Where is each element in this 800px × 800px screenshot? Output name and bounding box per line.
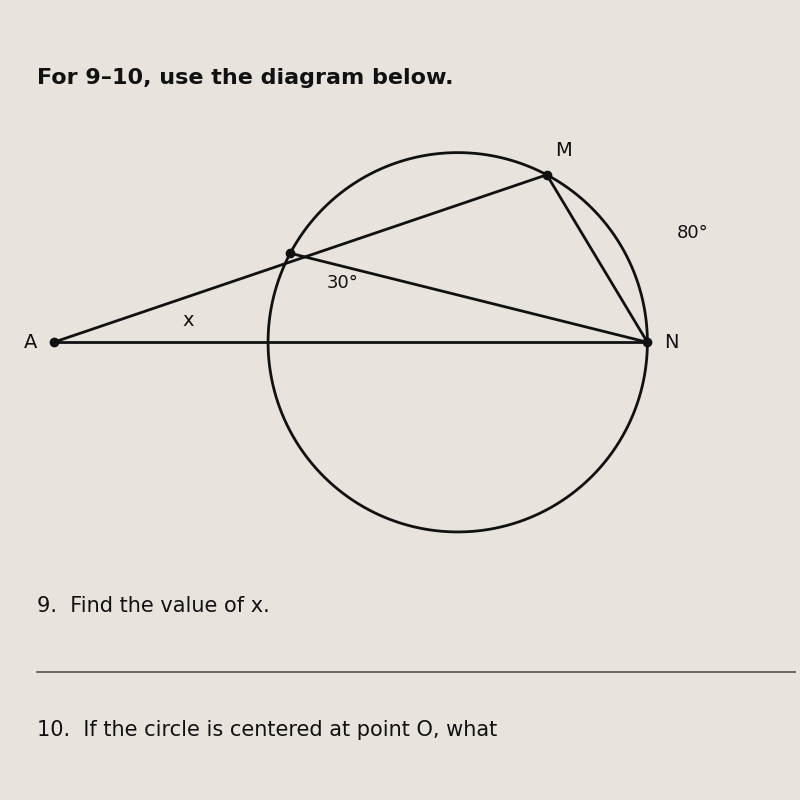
Text: 30°: 30° [326,274,358,292]
Text: A: A [24,333,37,352]
Text: 9.  Find the value of x.: 9. Find the value of x. [37,596,270,616]
Text: x: x [182,311,194,330]
Text: 80°: 80° [677,225,709,242]
Text: For 9–10, use the diagram below.: For 9–10, use the diagram below. [37,68,454,88]
Text: M: M [555,141,572,160]
Text: N: N [664,333,678,352]
Text: 10.  If the circle is centered at point O, what: 10. If the circle is centered at point O… [37,720,498,740]
